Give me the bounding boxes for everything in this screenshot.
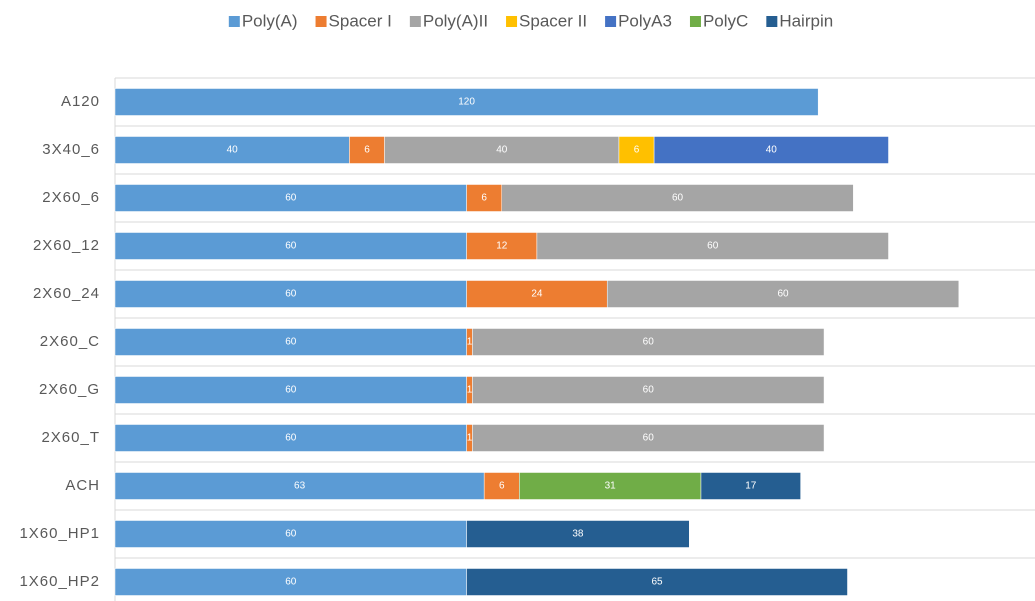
- data-label: 40: [766, 145, 778, 156]
- bar-segment: [114, 184, 467, 212]
- bar-segment: [466, 280, 608, 308]
- legend-label: PolyC: [703, 11, 748, 30]
- bar-segment: [472, 424, 825, 452]
- bar-segment: [519, 472, 702, 500]
- bar-segment: [606, 280, 960, 308]
- data-label: 60: [777, 289, 789, 300]
- data-label: 63: [294, 481, 306, 492]
- bar-segment: [114, 424, 467, 452]
- data-label: 38: [572, 529, 584, 540]
- data-label: 60: [707, 241, 719, 252]
- bar-segment: [466, 568, 848, 596]
- data-label: 12: [496, 241, 508, 252]
- y-tick-label: 2X60_C: [40, 333, 100, 350]
- data-label: 1: [467, 433, 473, 444]
- legend-swatch: [315, 16, 327, 27]
- legend-swatch: [689, 16, 701, 27]
- data-label: 40: [227, 145, 239, 156]
- data-label: 60: [643, 433, 655, 444]
- bar-segment: [472, 328, 825, 356]
- y-tick-label: 2X60_G: [39, 381, 100, 398]
- bar-segment: [466, 232, 538, 260]
- data-label: 40: [496, 145, 508, 156]
- bar-segment: [114, 280, 467, 308]
- legend-swatch: [506, 16, 518, 27]
- bar-segment: [536, 232, 889, 260]
- legend-label: Spacer I: [329, 11, 392, 30]
- bar-segment: [472, 376, 825, 404]
- bar-segment: [483, 472, 520, 500]
- data-label: 60: [285, 433, 297, 444]
- bar-segment: [501, 184, 854, 212]
- y-tick-label: 3X40_6: [42, 141, 100, 158]
- bar-segment: [653, 136, 889, 164]
- data-label: 60: [285, 241, 297, 252]
- bar-segment: [114, 472, 485, 500]
- y-tick-label: 1X60_HP2: [19, 573, 100, 590]
- bar-segment: [114, 232, 467, 260]
- data-label: 65: [651, 577, 663, 588]
- data-label: 60: [285, 577, 297, 588]
- legend-swatch: [766, 16, 778, 27]
- data-label: 6: [481, 193, 487, 204]
- bar-segment: [114, 376, 467, 404]
- data-label: 1: [467, 337, 473, 348]
- bar-segment: [700, 472, 801, 500]
- y-tick-label: 2X60_T: [41, 429, 100, 446]
- data-label: 60: [285, 337, 297, 348]
- data-label: 6: [499, 481, 505, 492]
- bar-segment: [114, 328, 467, 356]
- data-label: 60: [285, 193, 297, 204]
- data-label: 60: [672, 193, 684, 204]
- legend: Poly(A) Spacer I Poly(A)II Spacer II PolyA3 P…: [228, 11, 833, 30]
- data-label: 60: [285, 289, 297, 300]
- y-tick-label: ACH: [65, 477, 100, 494]
- data-label: 6: [634, 145, 640, 156]
- legend-label: Hairpin: [779, 11, 833, 30]
- legend-label: PolyA3: [618, 11, 672, 30]
- data-label: 60: [643, 385, 655, 396]
- bar-segment: [349, 136, 385, 164]
- data-label: 6: [364, 145, 370, 156]
- y-tick-label: 2X60_12: [33, 237, 100, 254]
- bar-segment: [466, 520, 690, 548]
- legend-label: Spacer II: [519, 11, 587, 30]
- y-tick-label: 1X60_HP1: [19, 525, 100, 542]
- data-label: 31: [605, 481, 617, 492]
- data-label: 60: [285, 385, 297, 396]
- data-label: 60: [285, 529, 297, 540]
- data-label: 120: [458, 97, 475, 108]
- legend-label: Poly(A): [242, 11, 298, 30]
- bar-segment: [618, 136, 655, 164]
- bar-segment: [114, 520, 467, 548]
- bar-segment: [114, 88, 819, 116]
- bar-segment: [384, 136, 620, 164]
- legend-swatch: [605, 16, 617, 27]
- data-label: 24: [531, 289, 543, 300]
- data-label: 60: [643, 337, 655, 348]
- bar-segment: [114, 136, 350, 164]
- bar-segment: [114, 568, 467, 596]
- legend-swatch: [409, 16, 421, 27]
- legend-swatch: [228, 16, 240, 27]
- y-tick-label: 2X60_24: [33, 285, 100, 302]
- y-tick-label: 2X60_6: [42, 189, 100, 206]
- legend-label: Poly(A)II: [423, 11, 488, 30]
- data-label: 1: [467, 385, 473, 396]
- y-tick-label: A120: [61, 93, 100, 110]
- data-label: 17: [745, 481, 757, 492]
